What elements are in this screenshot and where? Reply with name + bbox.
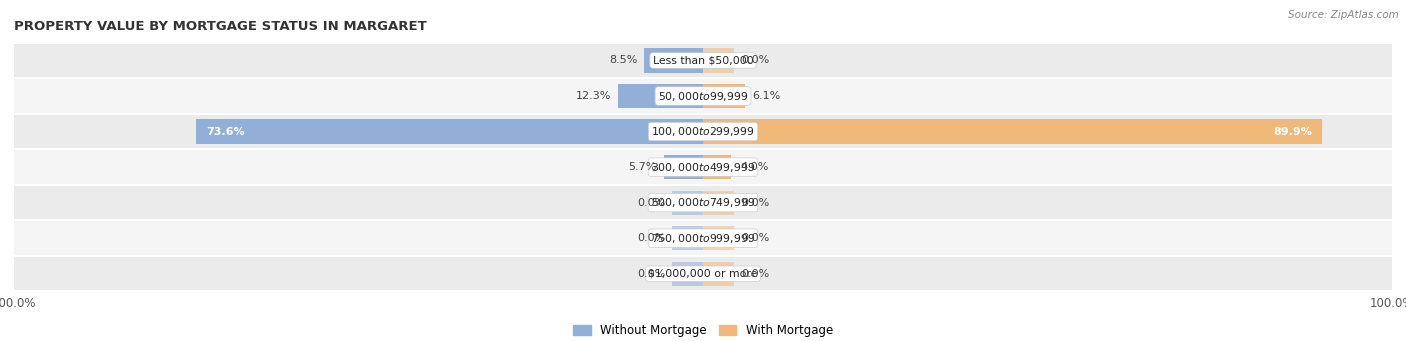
Text: 6.1%: 6.1% — [752, 91, 780, 101]
Text: $300,000 to $499,999: $300,000 to $499,999 — [651, 161, 755, 174]
Text: 0.0%: 0.0% — [741, 198, 769, 208]
Text: $100,000 to $299,999: $100,000 to $299,999 — [651, 125, 755, 138]
Text: 0.0%: 0.0% — [637, 198, 665, 208]
Bar — [703, 119, 1323, 144]
Bar — [672, 226, 703, 250]
Bar — [703, 84, 745, 108]
Text: 89.9%: 89.9% — [1274, 127, 1312, 136]
Text: 0.0%: 0.0% — [741, 56, 769, 65]
Bar — [195, 119, 703, 144]
Bar — [703, 262, 734, 286]
Text: $50,000 to $99,999: $50,000 to $99,999 — [658, 89, 748, 103]
Text: $1,000,000 or more: $1,000,000 or more — [648, 269, 758, 279]
Text: Less than $50,000: Less than $50,000 — [652, 56, 754, 65]
Text: 12.3%: 12.3% — [576, 91, 612, 101]
Bar — [672, 191, 703, 215]
Text: 5.7%: 5.7% — [628, 162, 657, 172]
Text: 8.5%: 8.5% — [609, 56, 637, 65]
Bar — [14, 221, 1392, 255]
Bar — [14, 115, 1392, 148]
Bar — [619, 84, 703, 108]
Bar — [14, 257, 1392, 291]
Text: 73.6%: 73.6% — [207, 127, 245, 136]
Legend: Without Mortgage, With Mortgage: Without Mortgage, With Mortgage — [568, 320, 838, 341]
Bar — [703, 155, 731, 179]
Text: $750,000 to $999,999: $750,000 to $999,999 — [651, 232, 755, 245]
Bar — [672, 262, 703, 286]
Bar — [703, 191, 734, 215]
Bar — [14, 150, 1392, 184]
Bar — [14, 79, 1392, 113]
Bar — [703, 48, 734, 73]
Text: 0.0%: 0.0% — [741, 269, 769, 279]
Text: 0.0%: 0.0% — [741, 233, 769, 243]
Bar — [664, 155, 703, 179]
Bar — [14, 186, 1392, 219]
Text: 0.0%: 0.0% — [637, 269, 665, 279]
Text: Source: ZipAtlas.com: Source: ZipAtlas.com — [1288, 10, 1399, 20]
Text: 4.0%: 4.0% — [741, 162, 769, 172]
Bar — [14, 44, 1392, 77]
Bar — [644, 48, 703, 73]
Bar — [703, 226, 734, 250]
Text: $500,000 to $749,999: $500,000 to $749,999 — [651, 196, 755, 209]
Text: 0.0%: 0.0% — [637, 233, 665, 243]
Text: PROPERTY VALUE BY MORTGAGE STATUS IN MARGARET: PROPERTY VALUE BY MORTGAGE STATUS IN MAR… — [14, 20, 427, 33]
